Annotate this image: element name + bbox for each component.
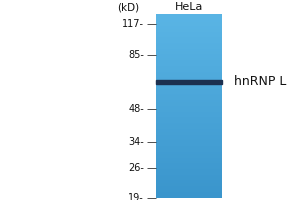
Text: 19-: 19- <box>128 193 144 200</box>
Bar <box>156 80 222 84</box>
Text: 85-: 85- <box>128 50 144 60</box>
Text: 117-: 117- <box>122 19 144 29</box>
Text: 34-: 34- <box>128 137 144 147</box>
Text: HeLa: HeLa <box>175 2 203 12</box>
Text: hnRNP L: hnRNP L <box>234 75 286 88</box>
Text: 26-: 26- <box>128 163 144 173</box>
Text: (kD): (kD) <box>117 2 139 12</box>
Text: 48-: 48- <box>128 104 144 114</box>
